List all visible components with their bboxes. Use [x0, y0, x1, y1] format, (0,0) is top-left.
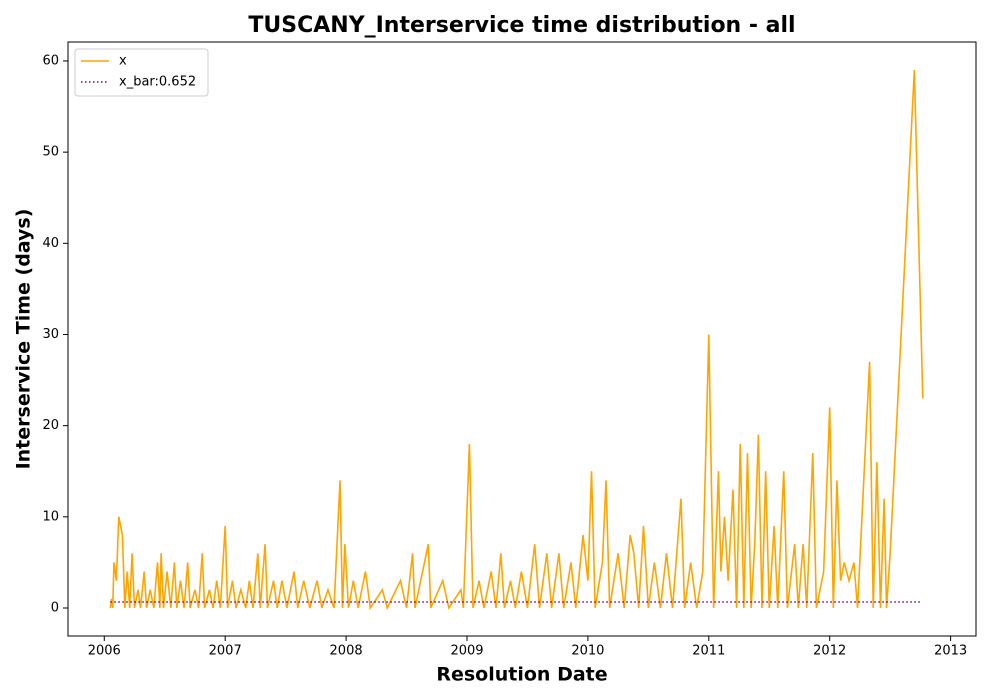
- y-tick-label: 20: [42, 418, 59, 433]
- y-tick-label: 10: [42, 509, 59, 524]
- y-tick-label: 40: [42, 236, 59, 251]
- y-tick-label: 30: [42, 327, 59, 342]
- x-tick-label: 2010: [571, 644, 604, 659]
- x-tick-label: 2006: [88, 644, 121, 659]
- y-tick-label: 0: [51, 601, 59, 616]
- series-line: [109, 70, 924, 611]
- y-axis-label: Interservice Time (days): [13, 209, 35, 470]
- x-tick-label: 2011: [692, 644, 725, 659]
- x-tick-label: 2013: [934, 644, 967, 659]
- x-tick-label: 2012: [813, 644, 846, 659]
- chart-title: TUSCANY_Interservice time distribution -…: [248, 13, 795, 38]
- legend-label: x: [119, 54, 127, 69]
- x-tick-label: 2007: [209, 644, 242, 659]
- plot-frame: [67, 41, 977, 637]
- legend-label: x_bar:0.652: [119, 75, 196, 90]
- y-tick-label: 50: [42, 145, 59, 160]
- y-tick-label: 60: [42, 53, 59, 68]
- x-tick-label: 2008: [330, 644, 363, 659]
- x-tick-label: 2009: [450, 644, 483, 659]
- x-axis-label: Resolution Date: [436, 664, 607, 686]
